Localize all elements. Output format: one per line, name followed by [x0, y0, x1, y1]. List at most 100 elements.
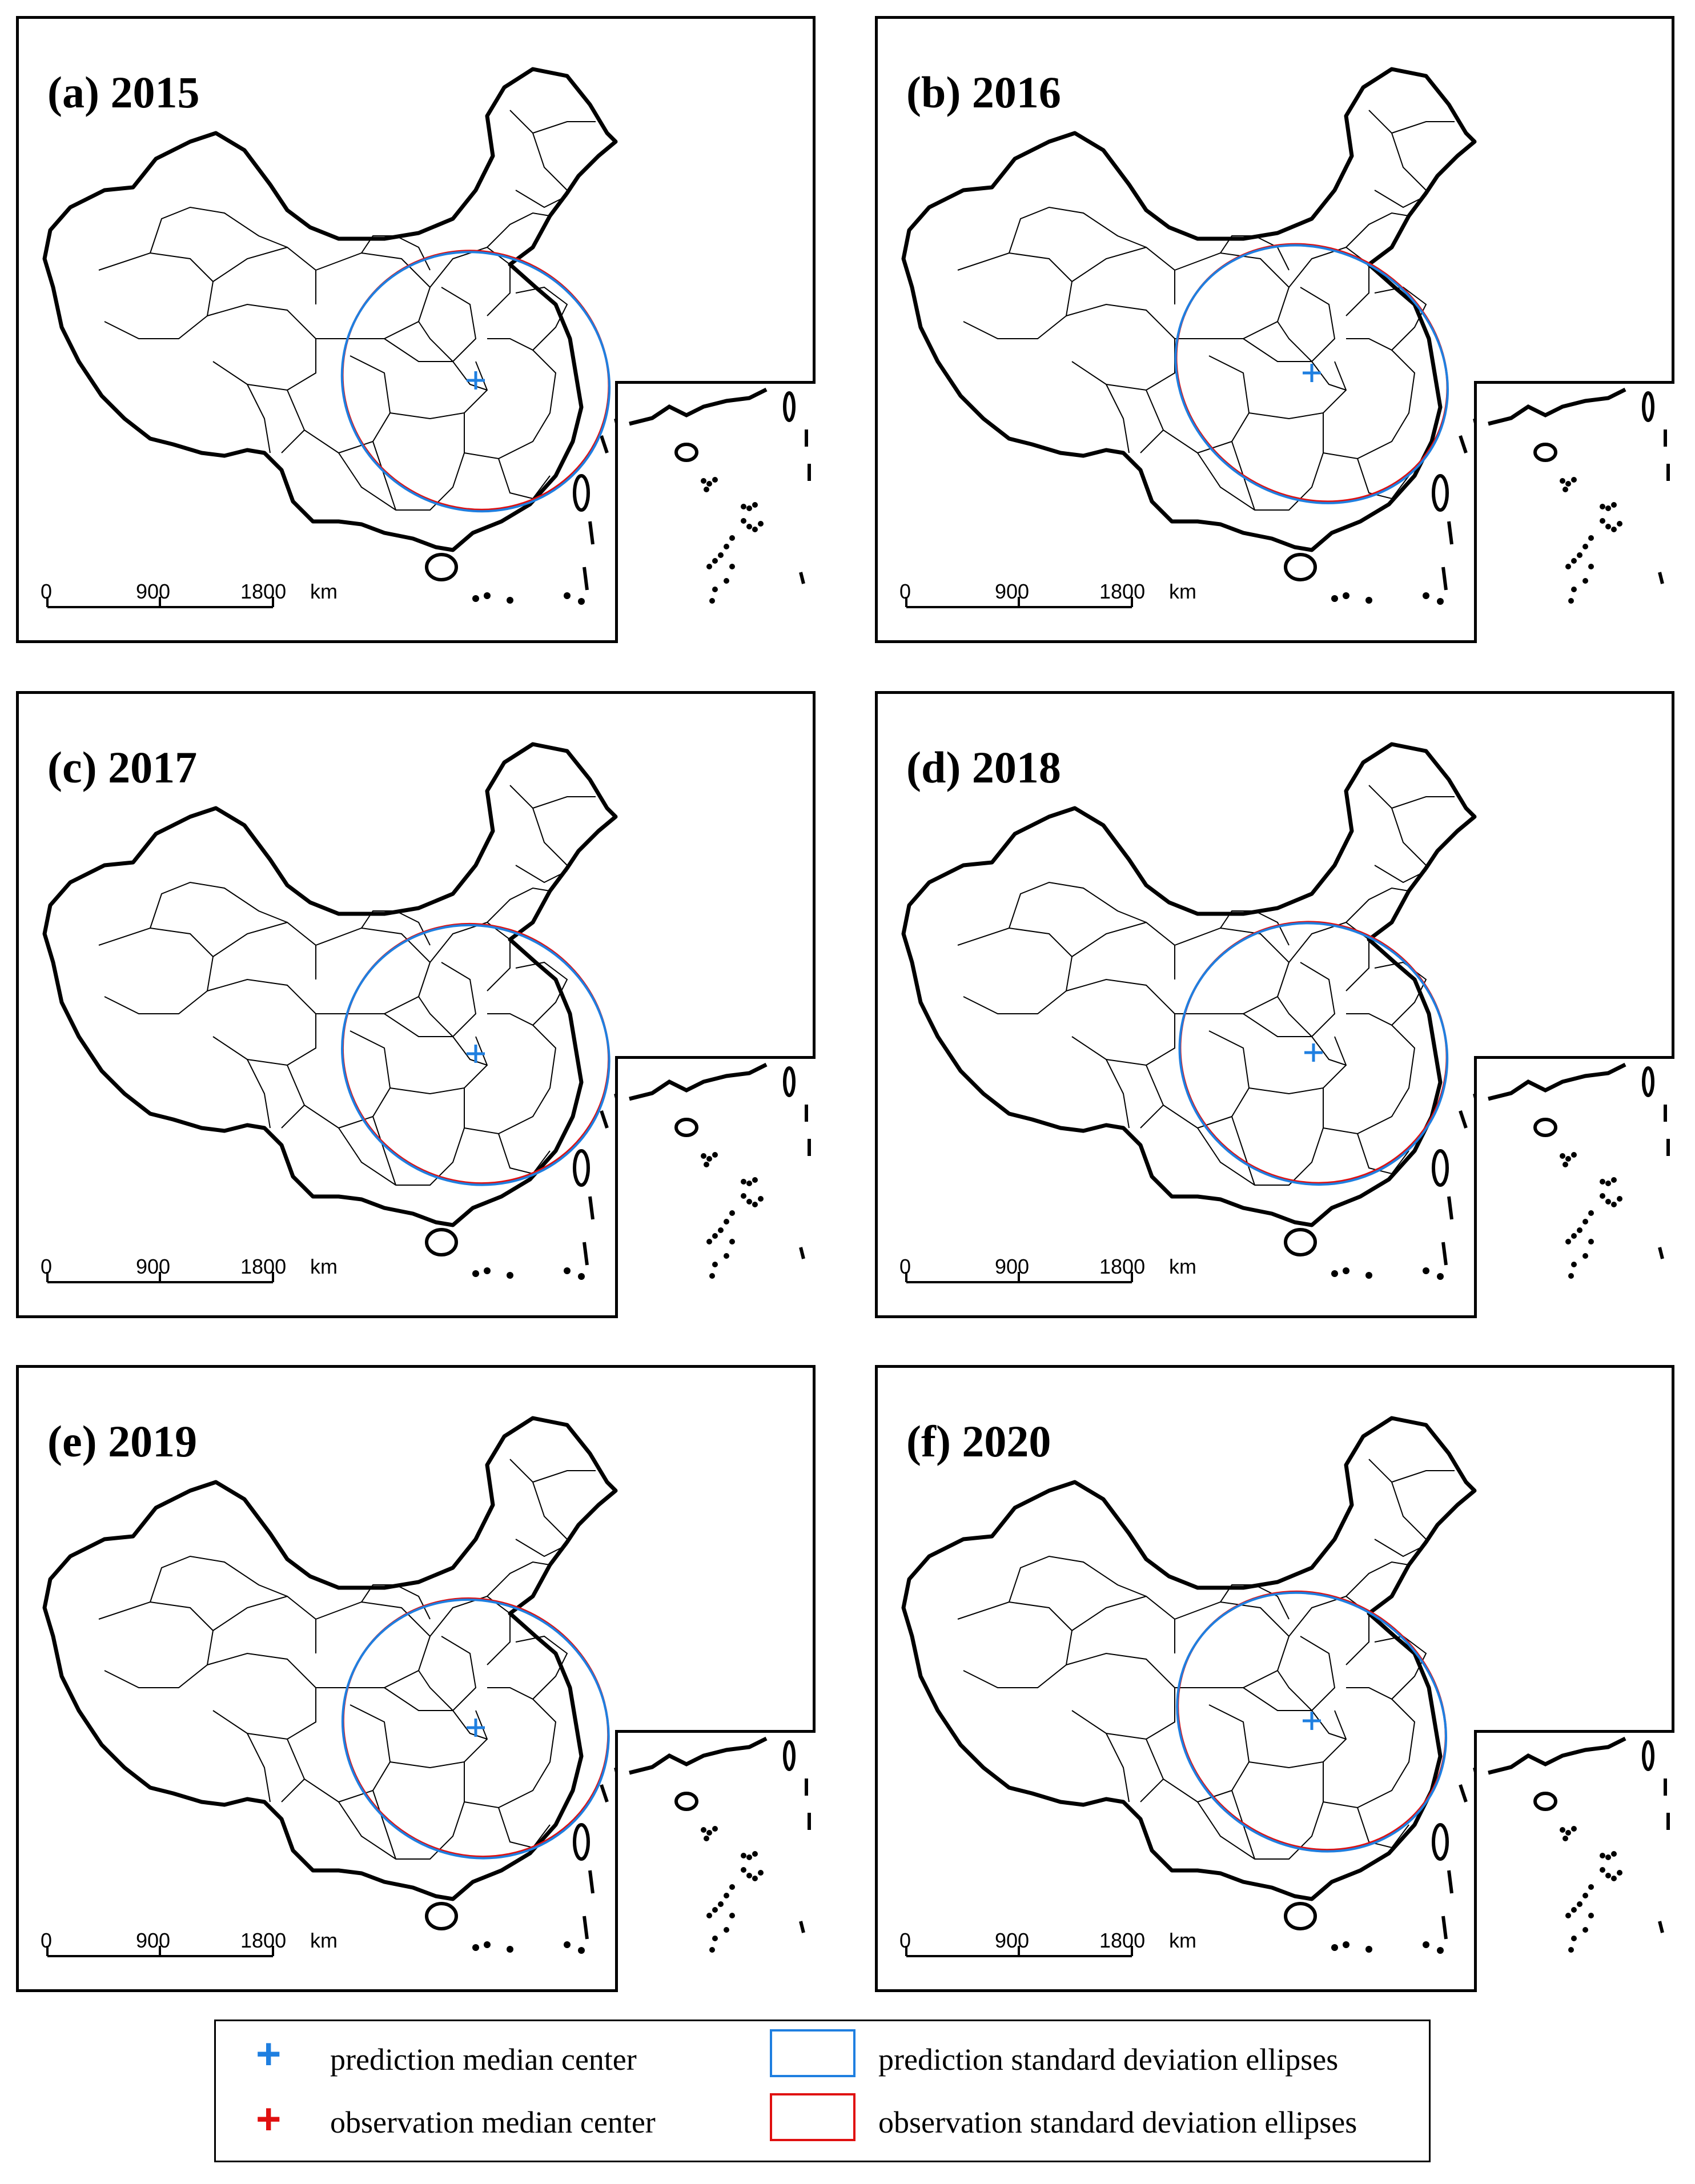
inset-island-dot	[712, 1936, 718, 1941]
legend: + prediction median center + observation…	[214, 2020, 1431, 2162]
province-boundary	[515, 190, 568, 208]
national-border	[42, 67, 618, 552]
province-boundary	[1391, 796, 1455, 809]
inset-island-dot	[1565, 1239, 1571, 1244]
province-boundary	[1197, 1762, 1324, 1860]
island-dot	[1331, 1944, 1338, 1951]
scale-bar	[46, 1272, 274, 1283]
boundary-dash	[588, 1196, 595, 1220]
province-boundary	[207, 1652, 316, 1740]
island-dot	[1437, 1273, 1444, 1280]
inset-taiwan	[783, 1740, 796, 1771]
scale-tick-1800: 1800	[1099, 1255, 1146, 1278]
province-boundary	[1311, 1036, 1347, 1066]
inset-island-dot	[746, 1854, 752, 1860]
inset-island-dot	[1605, 1873, 1611, 1878]
inset-island-dot	[1565, 1913, 1571, 1918]
province-boundary	[1374, 1539, 1427, 1557]
scale-tick-900: 900	[136, 1929, 171, 1952]
inset-island-dot	[1560, 478, 1565, 484]
province-boundary	[1345, 887, 1409, 923]
province-boundary	[418, 996, 453, 1037]
province-boundary	[1277, 321, 1312, 362]
province-boundary	[1140, 1778, 1164, 1802]
south-china-sea-inset	[615, 381, 816, 643]
province-boundaries	[98, 1459, 596, 1860]
province-boundary	[361, 235, 431, 271]
inset-island-dot	[1605, 1181, 1611, 1186]
province-boundary	[1146, 1704, 1250, 1803]
inset-island-dot	[1588, 1913, 1594, 1918]
scale-tick-0: 0	[41, 580, 53, 603]
hainan-island	[1284, 553, 1317, 581]
inset-island-dot	[712, 1233, 718, 1239]
province-boundary	[418, 1670, 453, 1711]
taiwan-island	[1432, 474, 1449, 512]
inset-island-dot	[1617, 521, 1622, 527]
province-boundary	[338, 413, 465, 511]
inset-island-dot	[712, 477, 718, 483]
inset-island-dot	[741, 1867, 746, 1873]
province-boundary	[98, 1601, 214, 1688]
panel-title: (d) 2018	[906, 742, 1061, 792]
province-boundary	[532, 1470, 596, 1483]
inset-island-dot	[706, 1239, 712, 1244]
province-boundary	[1243, 962, 1336, 1037]
china-map	[42, 742, 620, 1283]
inset-island-dot	[718, 552, 724, 558]
scale-bar	[905, 1946, 1133, 1957]
inset-island-dot	[1605, 524, 1611, 529]
inset-island-dot	[1600, 1193, 1605, 1199]
boundary-dash	[1441, 1916, 1448, 1940]
province-boundary	[1368, 1459, 1427, 1540]
inset-island-dot	[704, 487, 709, 492]
province-boundary	[98, 927, 214, 1014]
scale-bar	[905, 597, 1133, 608]
inset-hainan	[674, 1792, 698, 1811]
inset-hainan	[674, 1118, 698, 1137]
prediction-ellipse	[341, 1598, 610, 1860]
inset-island-dot	[712, 1152, 718, 1158]
province-boundary	[1009, 881, 1147, 929]
china-map	[901, 1416, 1479, 1957]
inset-island-dot	[1582, 578, 1588, 584]
observation-ellipse-swatch	[770, 2093, 855, 2141]
province-boundary	[1071, 921, 1175, 979]
province-boundary	[498, 1133, 551, 1175]
island-dot	[507, 597, 513, 604]
inset-island-dot	[724, 1253, 729, 1259]
island-dot	[484, 592, 491, 599]
inset-island-dot	[1600, 1179, 1605, 1185]
province-boundary	[515, 1539, 568, 1557]
inset-boundary-dash	[799, 1921, 805, 1933]
inset-island-dot	[1563, 487, 1568, 492]
inset-hainan	[1533, 1118, 1557, 1137]
province-boundary	[287, 1704, 391, 1803]
inset-island-dot	[1571, 587, 1577, 592]
map-panel-a: (a) 2015 0 900 1800 km	[16, 16, 816, 643]
inset-island-dot	[1577, 1901, 1582, 1907]
province-boundary	[1374, 1635, 1427, 1700]
inset-island-dot	[758, 1196, 764, 1202]
inset-island-dot	[1605, 1854, 1611, 1860]
province-boundary	[1357, 458, 1409, 500]
inset-island-dot	[758, 1870, 764, 1876]
national-border	[901, 742, 1477, 1227]
map-panel-e: (e) 2019 0 900 1800 km	[16, 1365, 816, 1992]
province-boundary	[515, 961, 568, 1026]
inset-island-dot	[746, 1873, 752, 1878]
prediction-ellipse	[1176, 1591, 1448, 1853]
province-boundaries	[98, 110, 596, 511]
inset-island-dot	[752, 527, 758, 532]
inset-island-dot	[1560, 1827, 1565, 1833]
province-boundary	[515, 286, 568, 351]
china-map	[901, 67, 1479, 608]
province-boundary	[1174, 1601, 1290, 1688]
inset-island-dot	[741, 504, 746, 509]
taiwan-island	[573, 1149, 590, 1187]
province-boundary	[1066, 978, 1175, 1066]
province-boundary	[464, 338, 557, 460]
province-boundaries	[957, 110, 1455, 511]
scale-bar	[905, 1272, 1133, 1283]
inset-island-dot	[1571, 1826, 1577, 1832]
